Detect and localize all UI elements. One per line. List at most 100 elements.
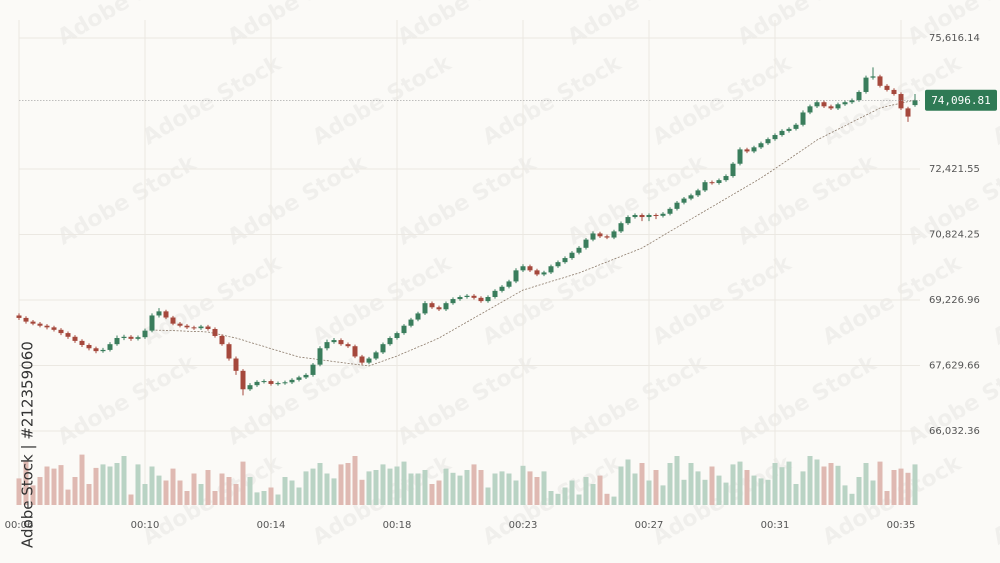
volume-bar [611,496,617,505]
volume-bar [233,484,239,505]
volume-bar [205,470,211,505]
candle-body [499,286,505,291]
volume-bar [408,473,414,505]
candle-body [366,358,372,363]
volume-bar [723,482,729,505]
volume-bar [513,480,519,505]
volume-bar [443,468,449,505]
volume-bar [149,466,155,505]
volume-bar [681,479,687,505]
volume-bar [709,466,715,505]
candle-body [800,112,806,125]
volume-bar [534,477,540,505]
volume-bar [373,470,379,505]
candle-body [618,223,624,232]
volume-bar [338,464,344,505]
candle-body [590,233,596,240]
candle-body [772,135,778,140]
candle-body [58,329,64,334]
volume-bar [303,471,309,505]
volume-bar [107,466,113,505]
volume-bar [429,484,435,505]
candle-body [282,382,288,384]
candle-body [219,335,225,345]
candle-body [891,89,897,95]
volume-bar [667,463,673,505]
volume-bar [65,489,71,505]
volume-bar [786,461,792,505]
volume-bar [184,491,190,505]
volume-bar [345,463,351,505]
volume-bar [254,492,260,505]
candle-body [695,190,701,196]
volume-bar [695,471,701,505]
candle-body [905,108,911,117]
volume-bar [618,466,624,505]
candle-body [674,202,680,209]
volume-bar [800,471,806,505]
volume-bar [520,465,526,505]
candle-body [163,311,169,318]
volume-bar [114,463,120,505]
candle-body [464,295,470,298]
candle-body [709,182,715,184]
candle-body [723,176,729,181]
volume-bar [289,480,295,505]
candle-body [646,214,652,218]
candle-body [751,147,757,152]
candle-body [93,348,99,352]
volume-bar [44,466,50,505]
candle-body [576,247,582,253]
candle-body [639,214,645,218]
candle-body [821,102,827,107]
candle-body [184,325,190,328]
volume-bar [58,465,64,505]
candle-body [394,333,400,339]
volume-bar [415,473,421,505]
volume-bar [72,477,78,505]
axis-layer: 75,616.14 72,421.55 70,824.25 69,226.96 67,6… [5,33,997,531]
volume-bar [576,494,582,505]
volume-bar [492,473,498,505]
volume-bar [387,468,393,505]
volume-bar [660,485,666,505]
volume-bar [296,487,302,505]
x-tick-label: 00:31 [761,520,790,531]
candle-body [289,379,295,383]
volume-bar [121,456,127,505]
volume-bar [702,479,708,505]
volume-bar [128,494,134,505]
volume-bar [310,468,316,505]
volume-bar [597,475,603,505]
volume-bar [401,461,407,505]
volume-bar [562,487,568,505]
volume-bar [716,475,722,505]
volume-bar [79,454,85,505]
volume-bar [632,473,638,505]
candle-body [23,317,29,322]
volume-bar [198,484,204,505]
y-tick-label: 70,824.25 [929,230,980,241]
volume-bar [506,473,512,505]
volume-bar [877,461,883,505]
volume-bar [541,471,547,505]
candle-body [450,299,456,304]
candle-body [569,252,575,259]
candle-body [114,338,120,345]
candle-body [317,348,323,365]
candle-body [548,266,554,273]
volume-bar [688,463,694,505]
candle-body [268,381,274,384]
volume-bar [142,484,148,505]
candle-body [86,344,92,349]
volume-bar [359,479,365,505]
volume-bar [744,470,750,505]
candle-body [520,266,526,271]
volume-layer [16,454,918,505]
candle-body [401,325,407,334]
y-tick-label: 67,629.66 [929,361,980,372]
volume-bar [422,470,428,505]
candle-body [492,290,498,298]
candle-body [730,163,736,177]
candle-body [786,128,792,131]
